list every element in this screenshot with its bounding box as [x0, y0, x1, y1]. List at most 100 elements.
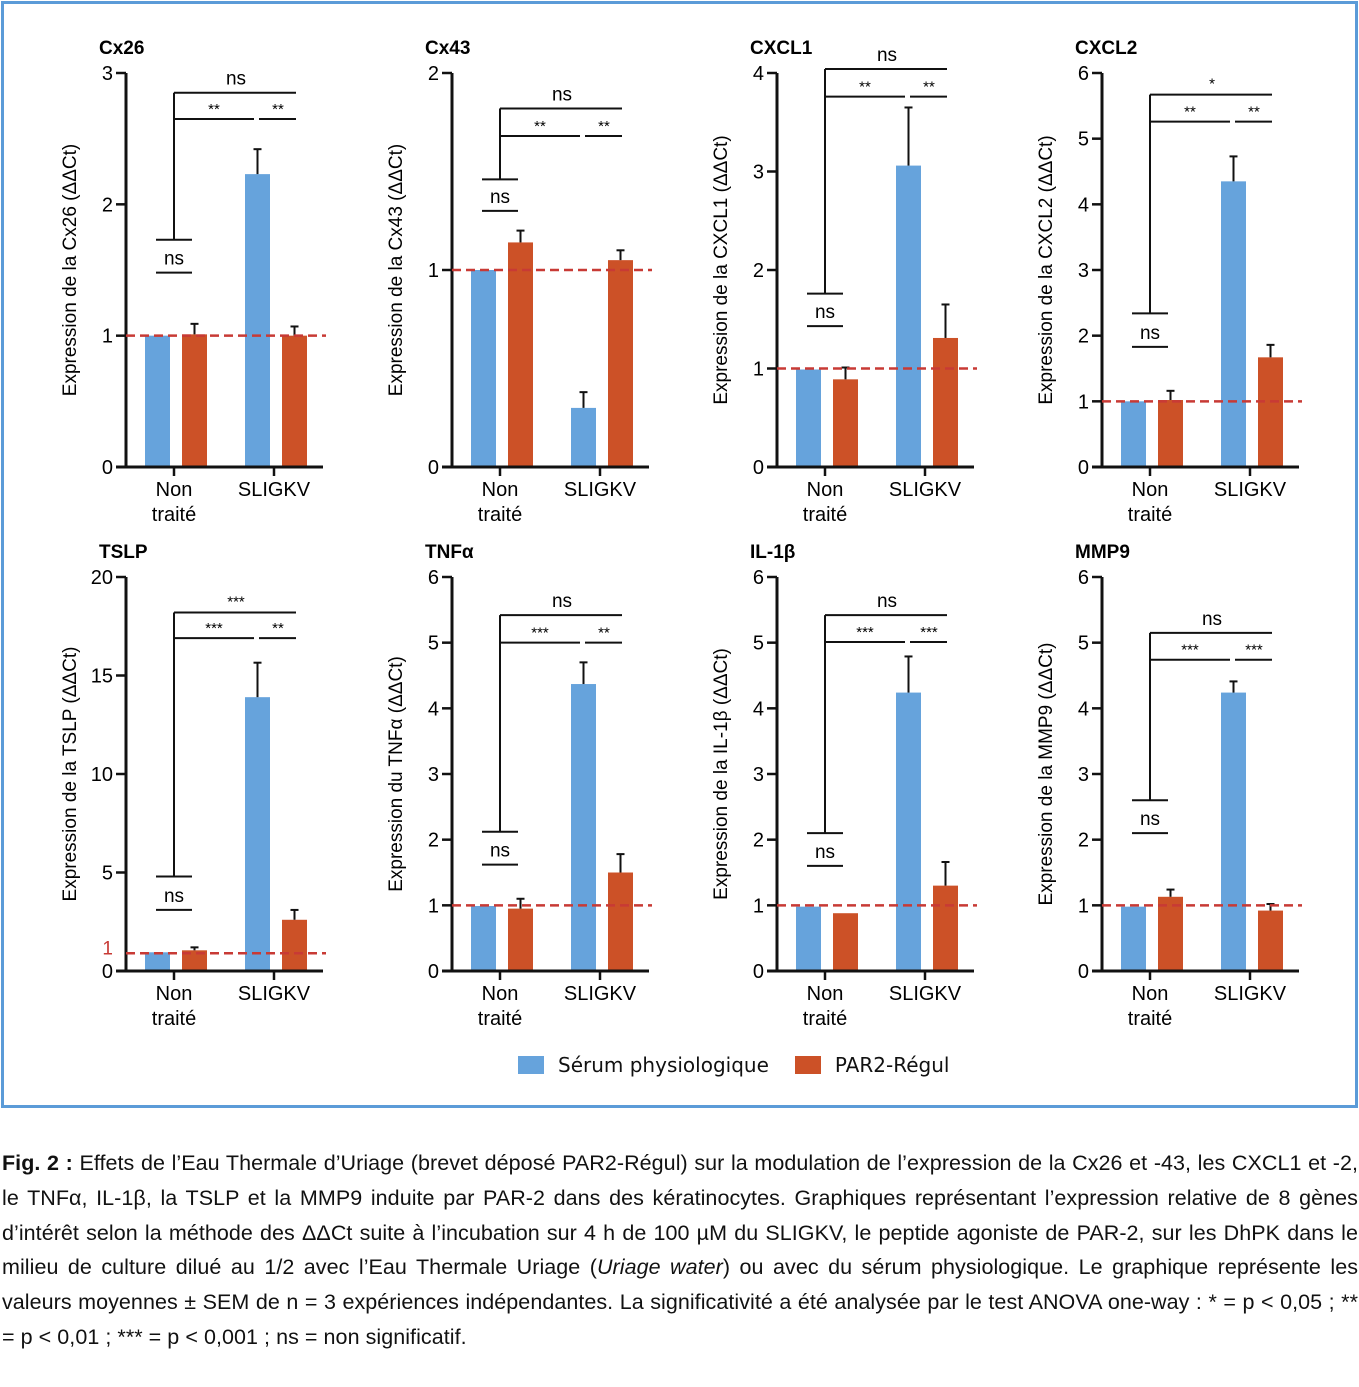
y-tick-label: 5 — [428, 633, 439, 655]
sig-label-right: ** — [272, 101, 284, 118]
y-tick-label: 6 — [1078, 63, 1089, 85]
bar-par2 — [1158, 400, 1183, 466]
sig-label-nt: ns — [164, 249, 184, 270]
sig-label-nt: ns — [490, 187, 510, 208]
sig-label-nt: ns — [490, 841, 510, 862]
legend-swatch-par2 — [794, 1056, 821, 1074]
x-tick-label: traité — [803, 504, 847, 526]
x-tick-label: traité — [1128, 504, 1172, 526]
y-tick-label: 4 — [1078, 698, 1089, 720]
y-tick-label: 3 — [1078, 260, 1089, 282]
x-tick-label: traité — [478, 1008, 522, 1030]
sig-label-nt: ns — [815, 842, 835, 863]
bar-serum — [896, 692, 921, 970]
bar-serum — [1121, 401, 1146, 466]
sig-label-top: ns — [552, 84, 572, 105]
caption-label: Fig. 2 : — [2, 1151, 73, 1175]
y-axis-label: Expression de la CXCL2 (ΔΔCt) — [1036, 135, 1057, 404]
sig-label-left: *** — [856, 624, 874, 641]
chart-cx26: Cx26 Expression de la Cx26 (ΔΔCt) 0 1 2 3 Non t… — [60, 38, 326, 526]
x-tick-label: Non — [1132, 479, 1169, 501]
bar-serum — [1221, 692, 1246, 970]
legend-label-serum: Sérum physiologique — [558, 1053, 769, 1077]
y-tick-label: 4 — [753, 698, 764, 720]
sig-label-nt: ns — [1140, 323, 1160, 344]
bar-serum — [245, 174, 270, 466]
x-tick-label: SLIGKV — [1214, 983, 1287, 1005]
sig-label-top: *** — [227, 593, 245, 610]
sig-label-right: ** — [1248, 104, 1260, 121]
y-tick-label: 3 — [753, 162, 764, 184]
chart-title: CXCL2 — [1075, 38, 1137, 59]
x-tick-label: Non — [482, 983, 519, 1005]
chart-title: Cx26 — [99, 38, 144, 59]
y-tick-label: 2 — [428, 63, 439, 85]
bar-par2 — [933, 337, 958, 466]
bar-serum — [796, 369, 821, 466]
chart-cxcl1: CXCL1 Expression de la CXCL1 (ΔΔCt) 0 1 2 3 4 N… — [711, 38, 977, 526]
y-tick-label: 5 — [753, 633, 764, 655]
x-tick-label: Non — [156, 983, 193, 1005]
legend-swatch-serum — [518, 1056, 544, 1074]
x-tick-label: traité — [1128, 1008, 1172, 1030]
figure-frame — [1, 1, 1358, 1108]
bar-par2 — [508, 242, 533, 466]
y-tick-label: 3 — [428, 764, 439, 786]
x-tick-label: Non — [1132, 983, 1169, 1005]
y-tick-label: 5 — [102, 863, 113, 885]
sig-label-top: * — [1209, 76, 1215, 93]
bar-par2 — [1158, 896, 1183, 970]
x-tick-label: Non — [807, 479, 844, 501]
y-tick-label: 3 — [1078, 764, 1089, 786]
y-tick-label: 2 — [1078, 326, 1089, 348]
y-tick-label: 6 — [428, 567, 439, 589]
y-tick-label: 5 — [1078, 633, 1089, 655]
caption-text-1: Effets de l’Eau Thermale d’Uriage (breve… — [2, 1151, 1358, 1280]
y-tick-label: 0 — [753, 961, 764, 983]
y-axis-label: Expression de la IL-1β (ΔΔCt) — [711, 648, 732, 900]
bar-par2 — [933, 885, 958, 970]
bar-par2 — [833, 379, 858, 466]
bar-par2 — [608, 872, 633, 970]
bar-serum — [471, 270, 496, 466]
sig-label-top: ns — [226, 69, 246, 90]
chart-tslp: TSLP Expression de la TSLP (ΔΔCt) 0 5 10 15 20… — [60, 542, 326, 1030]
sig-label-top: ns — [877, 591, 897, 612]
x-tick-label: SLIGKV — [1214, 479, 1287, 501]
y-tick-label: 0 — [102, 457, 113, 479]
bar-par2 — [1258, 357, 1283, 466]
x-tick-label: SLIGKV — [564, 983, 637, 1005]
y-tick-label: 2 — [102, 194, 113, 216]
chart-cx43: Cx43 Expression de la Cx43 (ΔΔCt) 0 1 2 Non tr… — [386, 38, 652, 526]
y-tick-label: 10 — [91, 764, 113, 786]
y-tick-label: 0 — [753, 457, 764, 479]
sig-label-left: *** — [1181, 642, 1199, 659]
y-axis-label: Expression du TNFα (ΔΔCt) — [386, 656, 407, 892]
y-tick-label: 2 — [428, 830, 439, 852]
sig-label-right: *** — [1245, 642, 1263, 659]
chart-title: IL-1β — [750, 542, 795, 563]
y-tick-label: 20 — [91, 567, 113, 589]
x-tick-label: SLIGKV — [238, 479, 311, 501]
y-tick-label: 1 — [102, 326, 113, 348]
chart-title: CXCL1 — [750, 38, 813, 59]
y-axis-label: Expression de la CXCL1 (ΔΔCt) — [711, 135, 732, 404]
x-tick-label: traité — [803, 1008, 847, 1030]
x-tick-label: SLIGKV — [889, 983, 962, 1005]
sig-label-right: ** — [272, 620, 284, 637]
y-axis-label: Expression de la MMP9 (ΔΔCt) — [1036, 643, 1057, 906]
y-tick-label: 3 — [102, 63, 113, 85]
sig-label-left: ** — [534, 118, 546, 135]
bar-par2 — [182, 950, 207, 970]
y-tick-label: 1 — [753, 895, 764, 917]
bar-serum — [571, 407, 596, 466]
y-tick-label: 3 — [753, 764, 764, 786]
y-tick-label: 5 — [1078, 129, 1089, 151]
caption-italic: Uriage water — [596, 1255, 723, 1280]
y-tick-label: 4 — [428, 698, 439, 720]
y-tick-label: 15 — [91, 666, 113, 688]
sig-label-left: ** — [208, 101, 220, 118]
y-tick-label: 4 — [753, 63, 764, 85]
chart-title: Cx43 — [425, 38, 470, 59]
